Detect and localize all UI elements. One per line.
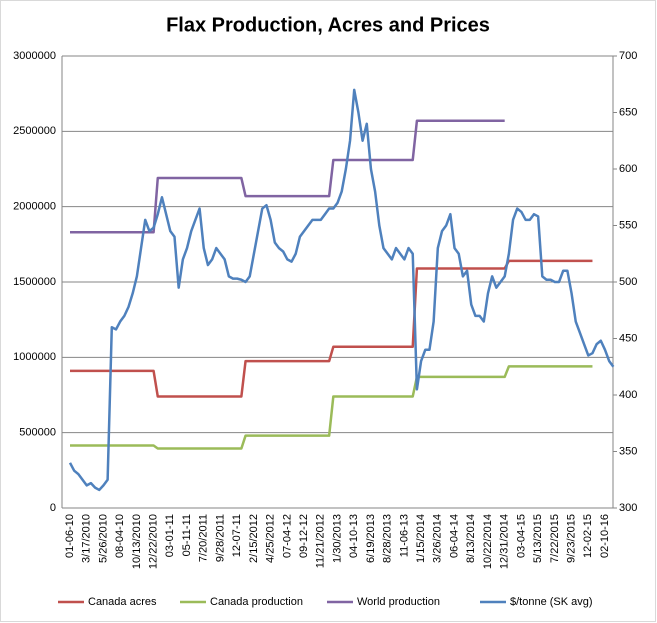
chart-title: Flax Production, Acres and Prices — [166, 14, 490, 36]
x-tick-label: 09-12-12 — [298, 514, 310, 558]
x-tick-label: 8/28/2013 — [382, 514, 394, 563]
x-tick-label: 12-07-11 — [231, 514, 243, 557]
x-tick-label: 9/28/2011 — [214, 514, 226, 562]
x-tick-label: 03-01-11 — [164, 514, 176, 557]
x-tick-label: 06-04-14 — [448, 514, 460, 558]
y-tick-label: 2000000 — [13, 201, 56, 213]
x-tick-label: 11-06-13 — [398, 514, 410, 557]
y2-tick-label: 400 — [619, 389, 637, 401]
series-line — [68, 88, 615, 492]
legend-label: Canada acres — [88, 596, 157, 608]
y-tick-label: 1000000 — [13, 351, 56, 363]
y2-tick-label: 300 — [619, 502, 637, 514]
y-tick-label: 0 — [50, 502, 56, 514]
y2-tick-label: 450 — [619, 332, 637, 344]
x-tick-label: 1/15/2014 — [415, 514, 427, 563]
y2-tick-label: 700 — [619, 50, 637, 62]
x-tick-label: 8/13/2014 — [465, 514, 477, 563]
x-tick-label: 3/17/2010 — [81, 514, 93, 563]
x-tick-label: 08-04-10 — [114, 514, 126, 558]
y2-tick-label: 550 — [619, 219, 637, 231]
x-tick-label: 01-06-10 — [64, 514, 76, 558]
legend-label: World production — [357, 596, 440, 608]
y-tick-label: 500000 — [19, 427, 56, 439]
x-tick-label: 10/22/2014 — [482, 514, 494, 569]
y2-tick-label: 650 — [619, 106, 637, 118]
legend-label: Canada production — [210, 596, 303, 608]
x-tick-label: 05-11-11 — [181, 514, 193, 556]
x-tick-label: 11/21/2012 — [315, 514, 327, 568]
x-tick-label: 5/26/2010 — [97, 514, 109, 563]
x-tick-label: 9/23/2015 — [565, 514, 577, 563]
x-tick-label: 10/13/2010 — [131, 514, 143, 569]
series-line — [70, 365, 593, 450]
y2-tick-label: 350 — [619, 445, 637, 457]
x-tick-label: 6/19/2013 — [365, 514, 377, 563]
x-tick-label: 12/22/2010 — [148, 514, 160, 569]
y-tick-label: 3000000 — [13, 50, 56, 62]
x-tick-label: 2/15/2012 — [248, 514, 260, 563]
y2-tick-label: 600 — [619, 163, 637, 175]
x-tick-label: 7/22/2015 — [549, 514, 561, 563]
y-tick-label: 1500000 — [13, 276, 56, 288]
x-tick-label: 3/26/2014 — [432, 514, 444, 563]
y-tick-label: 2500000 — [13, 125, 56, 137]
x-tick-label: 7/20/2011 — [198, 514, 210, 562]
x-tick-label: 03-04-15 — [515, 514, 527, 558]
x-tick-label: 5/13/2015 — [532, 514, 544, 563]
x-tick-label: 12/31/2014 — [499, 514, 511, 569]
x-tick-label: 04-10-13 — [348, 514, 360, 558]
y2-tick-label: 500 — [619, 276, 637, 288]
x-tick-label: 12-02-15 — [582, 514, 594, 558]
x-tick-label: 1/30/2013 — [331, 514, 343, 563]
x-tick-label: 4/25/2012 — [265, 514, 277, 563]
x-tick-label: 07-04-12 — [281, 514, 293, 558]
x-tick-label: 02-10-16 — [599, 514, 611, 558]
legend-label: $/tonne (SK avg) — [510, 596, 593, 608]
